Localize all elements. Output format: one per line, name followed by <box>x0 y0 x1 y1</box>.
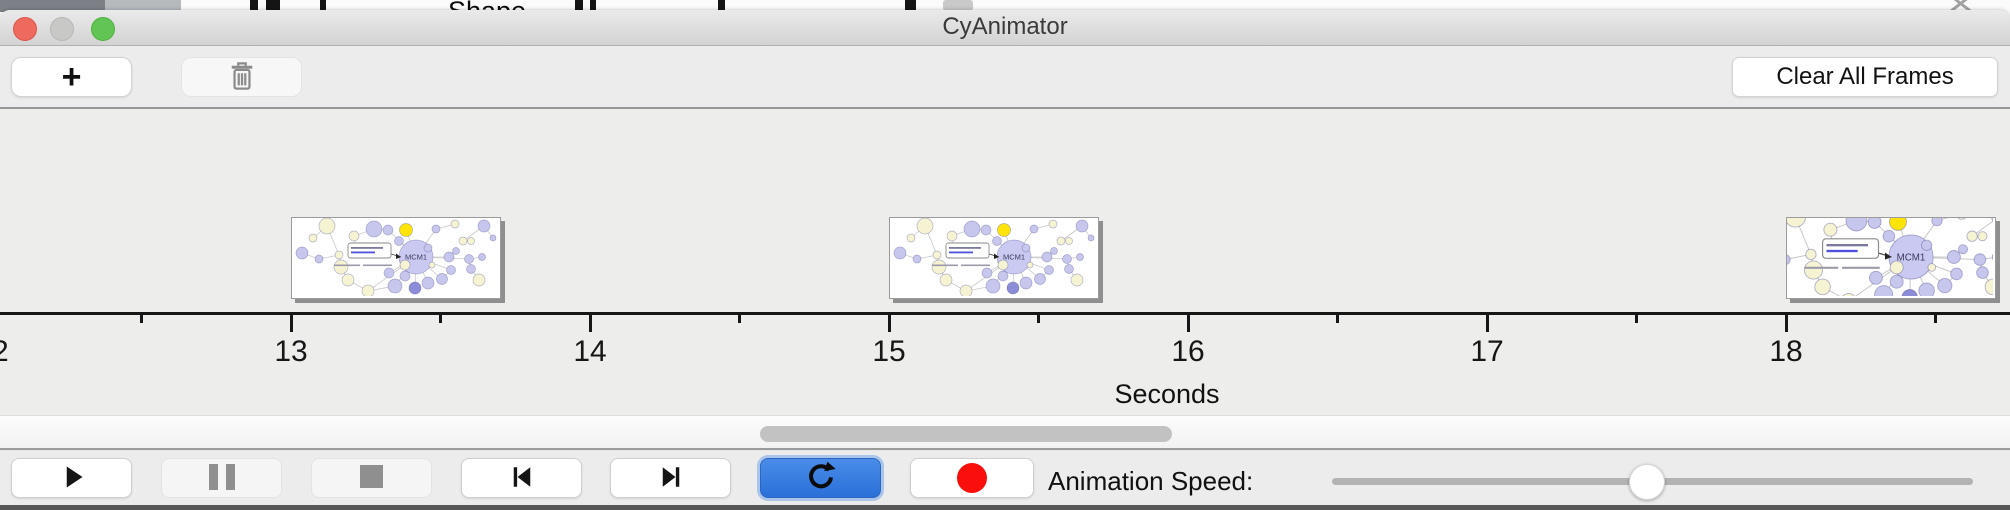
axis-unit-label: Seconds <box>1114 379 1220 409</box>
window-bottom-edge <box>0 505 2010 510</box>
skip-to-start-icon <box>507 462 537 495</box>
axis-major-tick <box>289 315 293 332</box>
timeline-axis <box>0 312 2010 315</box>
axis-major-tick <box>1485 315 1489 332</box>
plus-icon: + <box>61 58 82 96</box>
axis-major-tick <box>588 315 592 332</box>
record-button[interactable] <box>910 458 1034 498</box>
cyanimator-window: CyAnimator + Clear A <box>0 10 2010 510</box>
background-glyph <box>320 0 326 11</box>
background-gray-chip <box>943 0 973 11</box>
timeline-frame-thumbnail[interactable]: MCM1 <box>291 217 501 299</box>
axis-minor-tick <box>140 315 143 323</box>
animation-speed-label: Animation Speed: <box>1048 466 1254 496</box>
skip-to-start-button[interactable] <box>461 458 582 498</box>
background-shape-label: Shape <box>448 0 526 12</box>
trash-icon <box>228 60 256 95</box>
scrollbar-thumb[interactable] <box>760 426 1172 442</box>
pause-icon <box>205 463 239 493</box>
clear-all-frames-label: Clear All Frames <box>1776 63 1954 90</box>
minimize-button[interactable] <box>50 17 74 41</box>
axis-tick-label: 12 <box>0 335 9 368</box>
axis-tick-label: 17 <box>1470 335 1504 368</box>
playback-controls: Animation Speed: <box>0 451 2010 505</box>
axis-minor-tick <box>738 315 741 323</box>
axis-tick-label: 18 <box>1769 335 1803 368</box>
timeline-frame-thumbnail[interactable]: MCM1 <box>1786 217 1996 299</box>
background-dark-block <box>0 0 105 12</box>
axis-tick-label: 16 <box>1171 335 1205 368</box>
background-glyph <box>590 0 596 12</box>
pause-button[interactable] <box>161 458 282 498</box>
zoom-button[interactable] <box>91 17 115 41</box>
play-button[interactable] <box>11 458 132 498</box>
loop-icon <box>805 461 837 496</box>
axis-major-tick <box>887 315 891 332</box>
divider <box>0 448 2010 451</box>
timeline-scrollbar-track[interactable] <box>0 415 2010 448</box>
delete-frame-button[interactable] <box>181 57 302 97</box>
background-glyph <box>575 0 583 12</box>
axis-tick-label: 13 <box>274 335 308 368</box>
svg-text:MCM1: MCM1 <box>1003 253 1025 262</box>
background-glyph <box>266 0 280 11</box>
timeline-frame-thumbnail[interactable]: MCM1 <box>889 217 1099 299</box>
axis-tick-label: 14 <box>573 335 607 368</box>
top-toolbar: + Clear All Frames <box>0 46 2010 107</box>
background-apps-strip: Shape <box>0 0 2010 12</box>
axis-minor-tick <box>439 315 442 323</box>
play-icon <box>57 462 87 495</box>
background-glyph <box>250 0 258 11</box>
window-title: CyAnimator <box>942 13 1068 40</box>
axis-major-tick <box>1784 315 1788 332</box>
skip-to-end-button[interactable] <box>610 458 731 498</box>
axis-tick-label: 15 <box>872 335 906 368</box>
record-icon <box>957 463 987 493</box>
animation-speed-slider-knob[interactable] <box>1629 464 1666 500</box>
axis-minor-tick <box>1934 315 1937 323</box>
close-button[interactable] <box>13 17 37 41</box>
timeline-panel: MCM1 MCM1 MCM1 12 13 14 15 16 17 18 Seconds <box>0 107 2010 417</box>
svg-text:MCM1: MCM1 <box>405 253 427 262</box>
clear-all-frames-button[interactable]: Clear All Frames <box>1732 57 1998 97</box>
axis-minor-tick <box>1037 315 1040 323</box>
axis-minor-tick <box>1635 315 1638 323</box>
title-bar[interactable]: CyAnimator <box>0 10 2010 46</box>
add-frame-button[interactable]: + <box>11 57 132 97</box>
stop-icon <box>360 465 383 491</box>
background-gray-block <box>105 0 181 12</box>
skip-to-end-icon <box>656 462 686 495</box>
background-glyph <box>718 0 725 12</box>
loop-button[interactable] <box>760 458 881 498</box>
stop-button[interactable] <box>311 458 432 498</box>
axis-major-tick <box>1186 315 1190 332</box>
animation-speed-slider-track[interactable] <box>1332 464 1973 500</box>
svg-text:MCM1: MCM1 <box>1897 252 1926 263</box>
axis-minor-tick <box>1336 315 1339 323</box>
background-glyph <box>905 0 916 10</box>
